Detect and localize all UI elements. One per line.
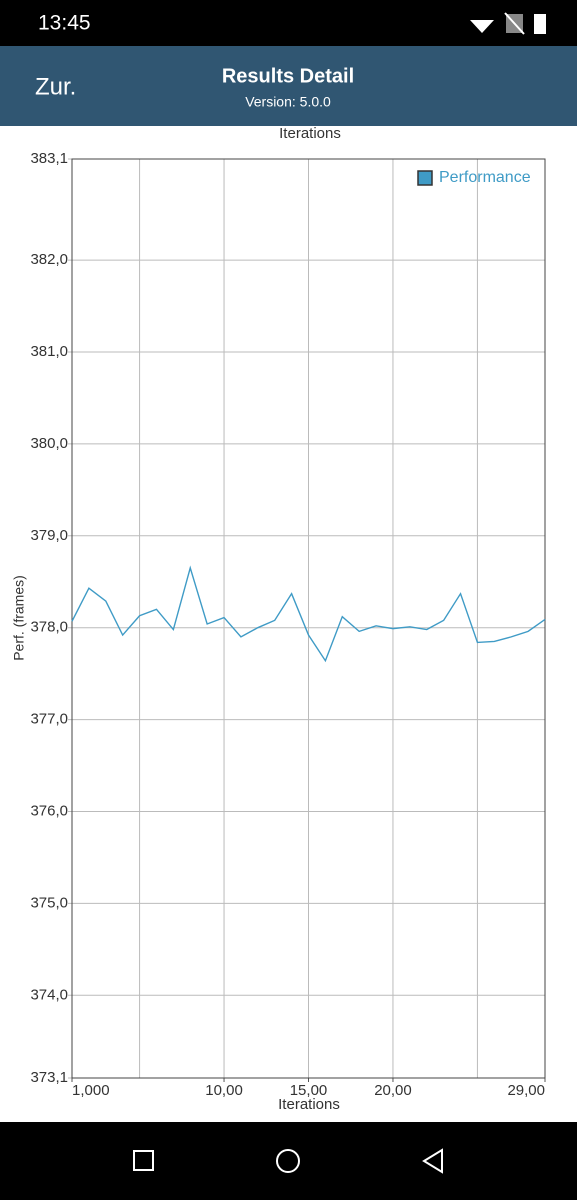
signal-off bbox=[504, 12, 525, 35]
y-tick-label: 373,1 bbox=[30, 1069, 68, 1086]
y-tick-label: 374,0 bbox=[30, 986, 68, 1003]
x-tick-label: 20,00 bbox=[374, 1082, 412, 1099]
y-tick-label: 377,0 bbox=[30, 711, 68, 728]
legend-label: Performance bbox=[439, 169, 531, 186]
y-tick-label: 375,0 bbox=[30, 894, 68, 911]
plot-frame bbox=[71, 158, 546, 1079]
clock: 13:45 bbox=[38, 12, 91, 35]
y-tick-label: 382,0 bbox=[30, 251, 68, 268]
y-tick-label: 383,1 bbox=[30, 150, 68, 167]
y-tick-label: 379,0 bbox=[30, 527, 68, 544]
x-tick-label: 1,000 bbox=[72, 1082, 110, 1099]
y-tick-label: 376,0 bbox=[30, 802, 68, 819]
home-button[interactable] bbox=[276, 1149, 300, 1173]
x-tick-label: 29,00 bbox=[507, 1082, 545, 1099]
nav-bar bbox=[0, 1122, 577, 1200]
app-bar bbox=[0, 46, 577, 126]
y-tick-label: 380,0 bbox=[30, 435, 68, 452]
x-axis-title: Iterations bbox=[278, 1096, 340, 1113]
y-axis-title: Perf. (frames) bbox=[11, 575, 27, 661]
legend-swatch bbox=[417, 170, 433, 186]
x-tick-label: 15,00 bbox=[290, 1082, 328, 1099]
page-title: Results Detail bbox=[222, 65, 354, 87]
data-line bbox=[71, 565, 546, 663]
prev-x-title: Iterations bbox=[279, 125, 341, 142]
back-button[interactable]: Zur. bbox=[35, 73, 76, 100]
back-nav-button[interactable] bbox=[422, 1148, 443, 1174]
recents-button[interactable] bbox=[133, 1150, 154, 1171]
y-tick-label: 378,0 bbox=[30, 619, 68, 636]
battery-icon bbox=[534, 14, 546, 34]
y-tick-label: 381,0 bbox=[30, 343, 68, 360]
x-tick-label: 10,00 bbox=[205, 1082, 243, 1099]
page-subtitle: Version: 5.0.0 bbox=[245, 94, 331, 110]
wifi-icon bbox=[470, 20, 494, 33]
plot: 373,1 374,0 375,0 376,0 377,0 378,0 379,0 380,0… bbox=[30, 150, 546, 1099]
